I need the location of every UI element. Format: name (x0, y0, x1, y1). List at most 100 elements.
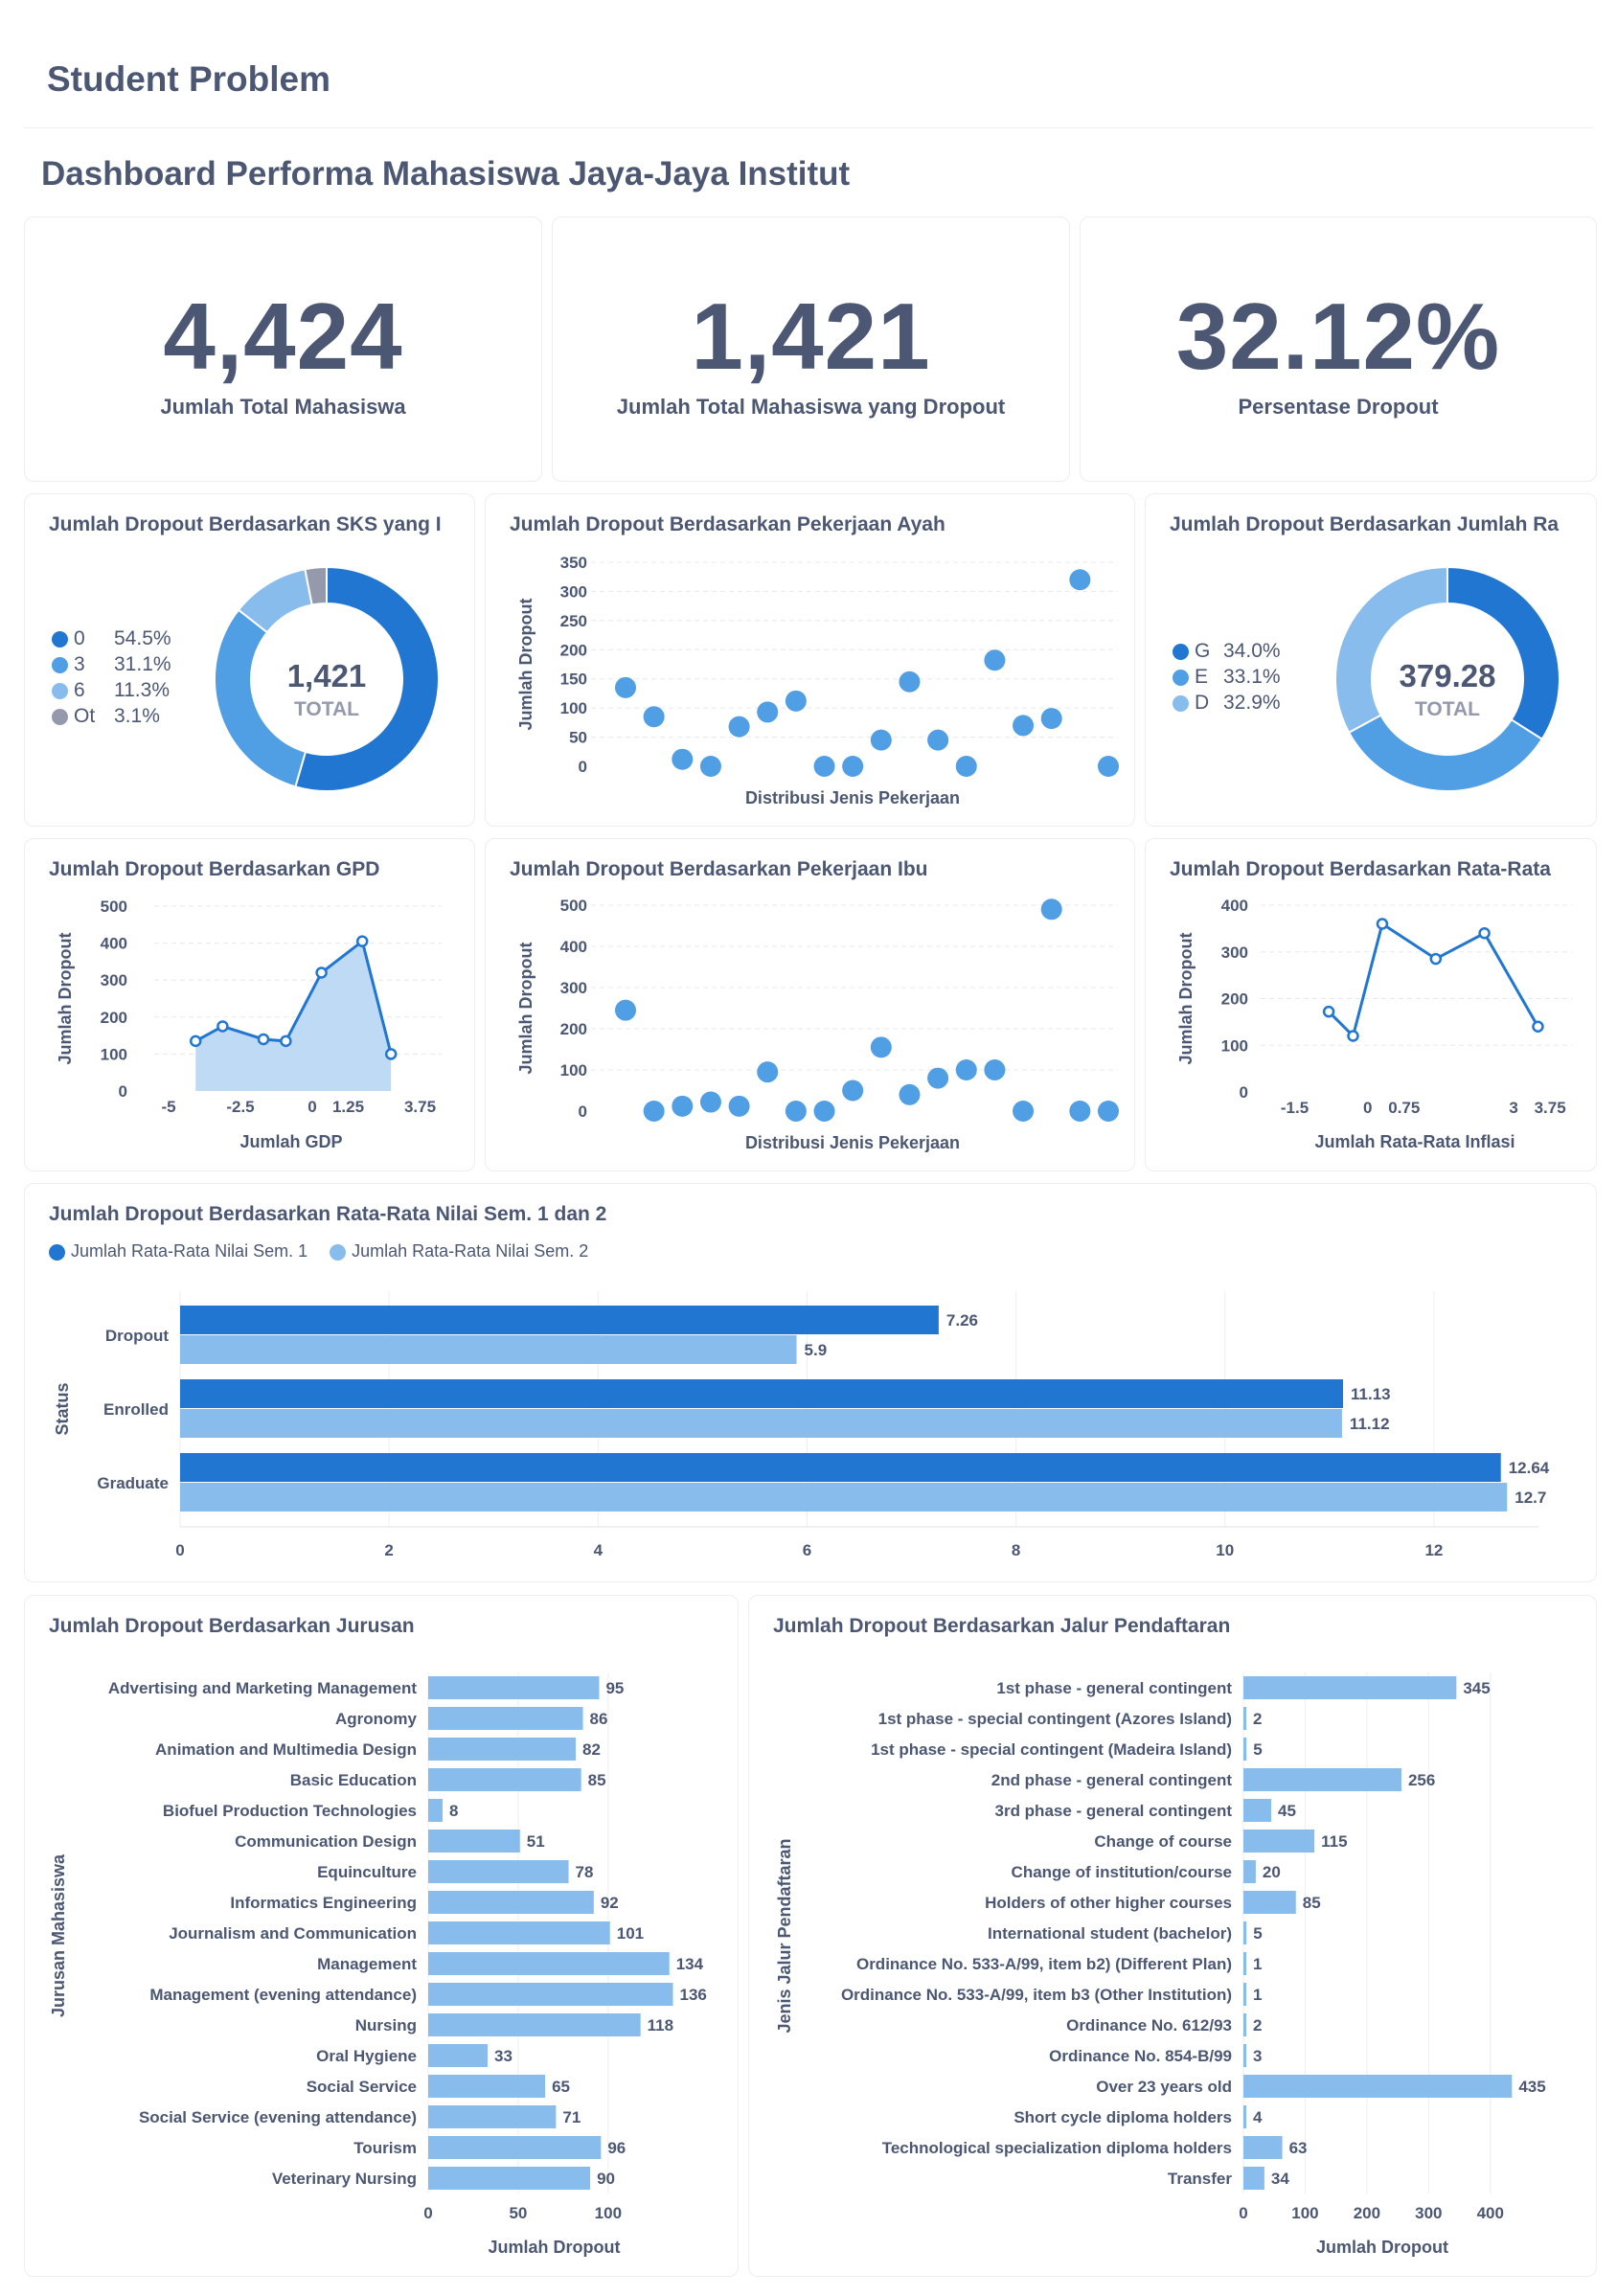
category-label: Technological specialization diploma hol… (882, 2139, 1232, 2157)
data-label: 118 (648, 2016, 673, 2035)
y-tick-label: 400 (1221, 897, 1248, 915)
bar (428, 1830, 520, 1853)
legend-dot (52, 630, 68, 648)
line-chart: 0 100 200 300 400 Jumlah Dropout -1.5 0 0.75 3 3.7… (1176, 897, 1572, 1151)
category-label: Veterinary Nursing (272, 2170, 417, 2188)
scatter-point (870, 729, 892, 751)
chart-card-jurusan[interactable]: Jumlah Dropout Berdasarkan Jurusan 0 50 10… (24, 1595, 739, 2277)
data-point (1376, 918, 1389, 930)
data-label: 33 (494, 2047, 512, 2065)
data-label: 78 (576, 1863, 594, 1881)
y-axis-label: Jurusan Mahasiswa (49, 1853, 68, 2017)
x-axis-label: Jumlah Dropout (1316, 2238, 1448, 2257)
y-tick-label: 150 (560, 671, 587, 689)
data-label: 82 (582, 1740, 601, 1759)
category-label: Change of course (1094, 1832, 1232, 1851)
donut-total-label: TOTAL (294, 698, 359, 720)
data-label: 86 (590, 1710, 608, 1728)
scatter-point (1013, 1101, 1035, 1122)
bar (428, 1891, 594, 1914)
scatter-point (1040, 708, 1062, 730)
data-point (1532, 1020, 1544, 1033)
category-label: Dropout (105, 1327, 169, 1345)
category-label: Nursing (355, 2016, 417, 2035)
y-tick-label: 300 (560, 582, 587, 601)
header-divider (24, 127, 1593, 128)
legend-item: 6 11.3% (52, 679, 170, 702)
category-label: Ordinance No. 533-A/99, item b3 (Other I… (841, 1986, 1232, 2004)
chart-card-jalur[interactable]: Jumlah Dropout Berdasarkan Jalur Pendaft… (748, 1595, 1597, 2277)
page-title: Student Problem (47, 59, 331, 99)
data-point (384, 1048, 398, 1060)
kpi-label: Persentase Dropout (1238, 395, 1439, 419)
legend-label: E (1195, 666, 1209, 689)
data-label: 1 (1253, 1955, 1262, 1973)
x-tick-label: -5 (161, 1098, 175, 1116)
y-tick-label: 300 (101, 971, 127, 989)
data-label: 71 (562, 2108, 581, 2126)
legend-percentage: 31.1% (114, 653, 171, 675)
chart-card-sks[interactable]: Jumlah Dropout Berdasarkan SKS yang I 0 5… (24, 493, 475, 827)
kpi-card-total[interactable]: 4,424 Jumlah Total Mahasiswa (24, 216, 542, 482)
y-tick-label: 100 (560, 699, 587, 717)
data-label: 11.13 (1351, 1385, 1391, 1403)
bar (1243, 1891, 1296, 1914)
chart-card-inflasi[interactable]: Jumlah Dropout Berdasarkan Rata-Rata 0 10… (1145, 838, 1597, 1171)
category-label: Informatics Engineering (230, 1894, 417, 1912)
x-tick-label: -1.5 (1281, 1099, 1309, 1117)
y-tick-label: 300 (560, 979, 587, 997)
x-tick-label: 200 (1354, 2204, 1380, 2222)
legend-label: 3 (74, 653, 85, 676)
scatter-point (615, 999, 636, 1021)
scatter-point (899, 1083, 921, 1105)
data-label: 5 (1253, 1924, 1262, 1943)
bar-chart: 0 50 100 Advertising and Marketing Manageme… (49, 1672, 707, 2257)
bar (428, 1921, 610, 1944)
bar (428, 2075, 546, 2098)
category-label: 1st phase - special contingent (Madeira … (871, 1740, 1232, 1759)
scatter-point (842, 756, 864, 777)
scatter-point (899, 671, 921, 693)
chart-card-ayah[interactable]: Jumlah Dropout Berdasarkan Pekerjaan Aya… (485, 493, 1135, 827)
chart-title: Jumlah Dropout Berdasarkan Pekerjaan Aya… (510, 513, 945, 535)
chart-title: Jumlah Dropout Berdasarkan Pekerjaan Ibu (510, 858, 928, 880)
y-tick-label: 200 (1221, 990, 1248, 1009)
donut-slice (1446, 565, 1560, 741)
bar (1243, 1860, 1256, 1883)
chart-card-nilai[interactable]: Jumlah Dropout Berdasarkan Rata-Rata Nil… (24, 1183, 1597, 1582)
category-label: Transfer (1168, 2170, 1232, 2188)
chart-card-ra[interactable]: Jumlah Dropout Berdasarkan Jumlah Ra G 34… (1145, 493, 1597, 827)
x-axis-label: Jumlah Rata-Rata Inflasi (1314, 1132, 1515, 1151)
legend-item: 0 54.5% (52, 627, 171, 650)
bar (428, 1738, 577, 1761)
bar (1243, 1952, 1246, 1975)
area-fill (195, 941, 392, 1091)
y-tick-label: 200 (560, 1020, 587, 1038)
scatter-point (955, 1059, 977, 1080)
kpi-card-percentage[interactable]: 32.12% Persentase Dropout (1080, 216, 1597, 482)
x-tick-label: 1.25 (332, 1098, 364, 1116)
x-tick-label: 3 (1509, 1099, 1517, 1117)
donut-total-label: TOTAL (1415, 698, 1480, 720)
y-tick-label: 500 (560, 897, 587, 915)
category-label: 1st phase - general contingent (996, 1679, 1232, 1697)
x-tick-label: 3.75 (1535, 1099, 1566, 1117)
scatter-point (643, 706, 665, 728)
kpi-card-dropout[interactable]: 1,421 Jumlah Total Mahasiswa yang Dropou… (552, 216, 1070, 482)
category-label: Advertising and Marketing Management (108, 1679, 417, 1697)
category-label: Change of institution/course (1012, 1863, 1232, 1881)
legend-label: Jumlah Rata-Rata Nilai Sem. 1 (71, 1241, 308, 1261)
x-tick-label: 2 (384, 1541, 393, 1559)
category-label: International student (bachelor) (988, 1924, 1232, 1943)
bar (428, 2167, 591, 2190)
dashboard-title: Dashboard Performa Mahasiswa Jaya-Jaya I… (41, 155, 851, 193)
y-tick-label: 400 (101, 935, 127, 953)
chart-card-ibu[interactable]: Jumlah Dropout Berdasarkan Pekerjaan Ibu… (485, 838, 1135, 1171)
donut-slice (294, 565, 440, 792)
scatter-point (672, 748, 694, 770)
series-line (1328, 921, 1539, 1039)
category-label: Graduate (97, 1474, 169, 1492)
chart-card-gpd[interactable]: Jumlah Dropout Berdasarkan GPD 0 100 200 30… (24, 838, 475, 1171)
scatter-point (728, 716, 750, 738)
x-tick-label: 0.75 (1388, 1099, 1420, 1117)
